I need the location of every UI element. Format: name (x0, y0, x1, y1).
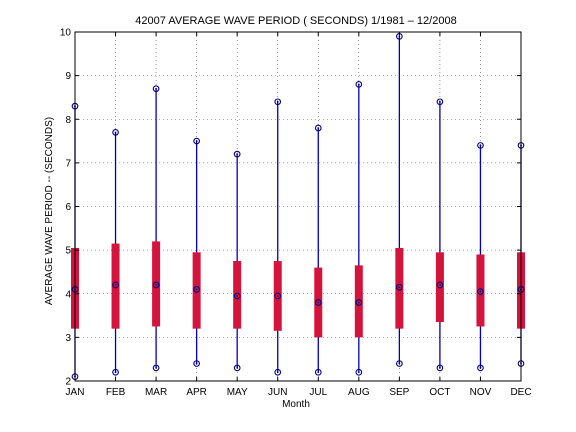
median-marker-dot (195, 288, 198, 291)
min-marker (193, 360, 200, 367)
y-tick-label: 7 (65, 158, 71, 169)
max-marker (314, 124, 322, 132)
min-marker (314, 368, 322, 376)
iqr-box (354, 265, 363, 338)
iqr-box (111, 243, 120, 329)
max-marker-dot (439, 100, 441, 103)
chart-title: 42007 AVERAGE WAVE PERIOD ( SECONDS) 1/1… (135, 15, 456, 27)
median-marker (396, 283, 403, 291)
plot-frame (74, 31, 522, 382)
median-marker (112, 281, 119, 289)
y-tick-label: 4 (65, 289, 71, 300)
max-marker-dot (479, 144, 482, 147)
max-marker-dot (357, 83, 360, 86)
min-marker (233, 364, 241, 372)
max-marker-dot (317, 127, 320, 129)
y-tick-label: 2 (65, 377, 71, 388)
x-tick-label: JUN (268, 387, 287, 398)
max-marker (274, 98, 282, 106)
min-marker-dot (236, 367, 239, 369)
median-marker-dot (479, 290, 482, 293)
max-marker-dot (276, 100, 279, 103)
min-marker (477, 364, 484, 372)
max-marker (152, 85, 160, 93)
min-marker-dot (114, 371, 117, 374)
max-marker-dot (236, 153, 239, 156)
x-tick-label: NOV (470, 387, 492, 398)
min-marker-dot (155, 367, 157, 369)
x-tick-label: MAR (145, 387, 167, 398)
min-marker-dot (357, 371, 360, 374)
median-marker-dot (114, 284, 117, 286)
median-marker (477, 288, 484, 295)
max-marker (355, 80, 363, 88)
x-tick-label: DEC (510, 387, 531, 398)
axis-ticks: 2 3 4 5 6 7 8 9 10 JAN FEB MAR APR MAY JUN JUL AUG SEP OCT… (60, 28, 532, 399)
median-marker-dot (276, 295, 279, 297)
median-marker-dot (398, 286, 401, 289)
median-marker (274, 292, 282, 300)
min-marker-dot (439, 367, 441, 369)
median-marker-dot (317, 301, 320, 304)
x-tick-label: MAY (227, 387, 248, 398)
max-marker (477, 142, 484, 149)
x-tick-label: JAN (66, 387, 85, 398)
max-marker-dot (114, 131, 117, 134)
max-marker-dot (155, 87, 157, 90)
iqr-box (395, 247, 404, 329)
median-marker-dot (155, 284, 157, 286)
min-marker-dot (276, 371, 279, 374)
y-tick-label: 8 (65, 115, 71, 126)
min-marker (274, 368, 282, 376)
y-tick-label: 6 (65, 202, 71, 213)
iqr-box (476, 254, 485, 327)
x-tick-label: OCT (429, 387, 450, 398)
x-tick-label: FEB (106, 387, 126, 398)
min-marker-dot (317, 371, 320, 374)
y-tick-label: 3 (65, 333, 71, 344)
min-marker (112, 368, 119, 376)
min-marker-dot (195, 362, 198, 365)
x-tick-label: JUL (309, 387, 327, 398)
median-marker (152, 281, 160, 289)
x-axis-label: Month (282, 399, 310, 410)
min-marker (152, 364, 160, 372)
x-tick-label: APR (186, 387, 207, 398)
min-marker-dot (398, 362, 401, 365)
y-tick-label: 5 (65, 246, 71, 257)
median-marker-dot (236, 295, 239, 297)
median-marker (436, 281, 444, 289)
y-axis-label: AVERAGE WAVE PERIOD -- (SECONDS) (44, 117, 55, 305)
min-marker (436, 364, 444, 372)
x-tick-label: AUG (348, 387, 370, 398)
median-marker (233, 292, 241, 300)
min-marker (396, 360, 403, 367)
y-tick-label: 9 (65, 71, 71, 82)
iqr-box (192, 252, 201, 329)
iqr-box (435, 252, 444, 323)
y-tick-label: 10 (60, 28, 72, 39)
max-marker (193, 137, 200, 145)
median-marker (355, 299, 363, 306)
min-marker-dot (479, 367, 482, 369)
iqr-box (233, 261, 242, 329)
max-marker (233, 150, 241, 158)
x-tick-label: SEP (389, 387, 409, 398)
iqr-box (152, 241, 161, 327)
median-marker-dot (439, 284, 441, 286)
median-marker (314, 299, 322, 306)
max-marker-dot (195, 140, 198, 142)
min-marker (355, 368, 363, 376)
max-marker (436, 98, 444, 106)
median-marker-dot (357, 301, 360, 304)
grid (75, 32, 521, 381)
median-marker (193, 286, 200, 293)
max-marker (112, 128, 119, 136)
